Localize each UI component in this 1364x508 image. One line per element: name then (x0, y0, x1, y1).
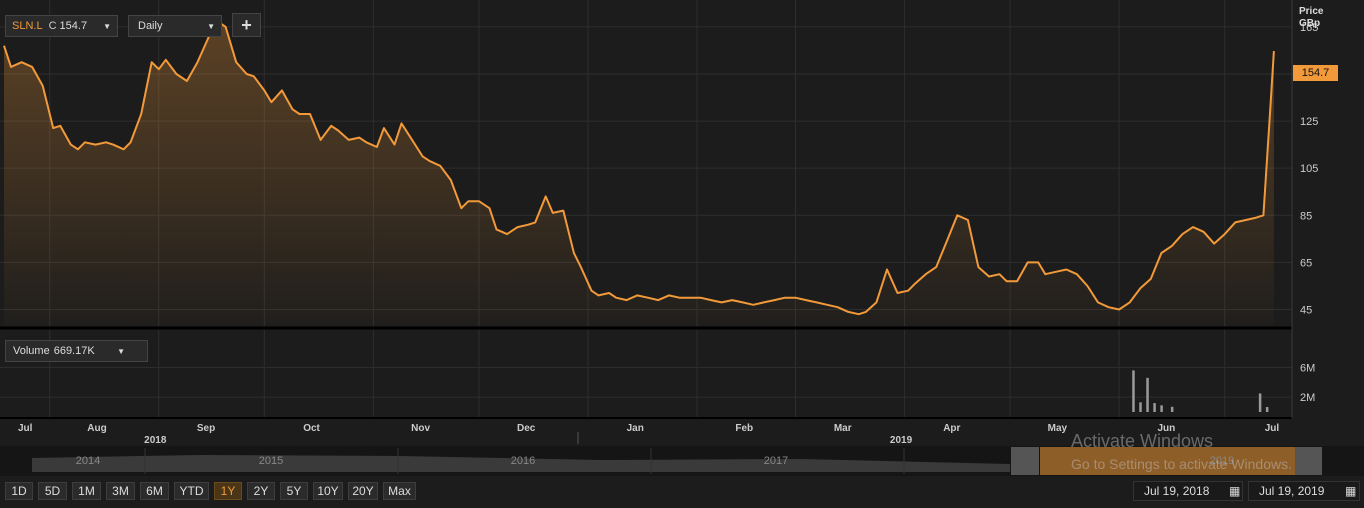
navigator-history-area (32, 455, 1010, 472)
end-date-field[interactable]: Jul 19, 2019 (1248, 481, 1360, 501)
year-tick-label: 2019 (890, 435, 913, 446)
month-tick-label: Feb (735, 423, 753, 434)
month-tick-label: Jul (1265, 423, 1280, 434)
price-tick-label: 165 (1300, 22, 1318, 34)
volume-tick-label: 2M (1300, 392, 1315, 404)
close-value: 154.7 (59, 20, 88, 32)
month-tick-label: Oct (303, 423, 320, 434)
calendar-icon[interactable]: ▦ (1229, 484, 1241, 498)
volume-bar (1170, 406, 1174, 412)
month-tick-label: Sep (197, 423, 215, 434)
month-tick-label: May (1048, 423, 1068, 434)
range-button-1d[interactable]: 1D (5, 482, 33, 500)
range-button-max[interactable]: Max (383, 482, 416, 500)
range-button-20y[interactable]: 20Y (348, 482, 378, 500)
volume-bar (1146, 377, 1149, 412)
plus-icon: + (241, 14, 252, 35)
interval-selector[interactable]: Daily ▼ (128, 15, 222, 37)
month-tick-label: Jun (1158, 423, 1176, 434)
navigator-year-label: 2015 (259, 455, 283, 467)
volume-bar (1258, 393, 1262, 412)
navigator-left-handle[interactable] (1011, 447, 1039, 475)
range-button-5d[interactable]: 5D (38, 482, 67, 500)
navigator-selection[interactable] (1040, 447, 1295, 475)
last-price-tag: 154.7 (1293, 65, 1338, 81)
activate-windows-title: Activate Windows (1071, 431, 1214, 451)
activate-windows-subtitle: Go to Settings to activate Windows. (1071, 456, 1292, 472)
price-axis-unit: GBp (1299, 18, 1321, 29)
month-tick-label: Mar (834, 423, 852, 434)
volume-bar (1153, 403, 1156, 412)
start-date-field[interactable]: Jul 19, 2018 (1133, 481, 1243, 501)
range-button-1m[interactable]: 1M (72, 482, 101, 500)
price-tick-label: 105 (1300, 163, 1318, 175)
range-button-1y[interactable]: 1Y (214, 482, 242, 500)
volume-bar (1160, 405, 1163, 412)
month-tick-label: Aug (87, 423, 106, 434)
last-price-value: 154.7 (1301, 67, 1330, 79)
price-line[interactable] (3, 18, 1275, 316)
price-tick-label: 45 (1300, 305, 1312, 317)
chevron-down-icon: ▼ (103, 21, 111, 31)
volume-bar (1132, 370, 1135, 412)
close-label: C (48, 20, 57, 32)
navigator-year-label: 2014 (76, 455, 100, 467)
volume-value: 669.17K (53, 345, 95, 357)
range-button-6m[interactable]: 6M (140, 482, 169, 500)
volume-tick-label: 6M (1300, 362, 1315, 374)
add-indicator-button[interactable]: + (232, 13, 261, 37)
range-button-2y[interactable]: 2Y (247, 482, 275, 500)
end-date-value: Jul 19, 2019 (1259, 484, 1325, 498)
volume-bar (1265, 407, 1269, 412)
navigator-right-handle[interactable] (1295, 447, 1322, 475)
chevron-down-icon: ▼ (207, 21, 215, 31)
range-button-3m[interactable]: 3M (106, 482, 135, 500)
volume-selector[interactable]: Volume 669.17K ▼ (5, 340, 148, 362)
price-axis-title: Price GBp (1299, 6, 1323, 30)
navigator-year-label: 2017 (764, 455, 788, 467)
symbol-selector[interactable]: SLN.L C 154.7 ▼ (5, 15, 118, 37)
month-tick-label: Dec (517, 423, 536, 434)
month-tick-label: Apr (943, 423, 960, 434)
year-tick-label: 2018 (144, 435, 167, 446)
calendar-icon[interactable]: ▦ (1345, 484, 1357, 498)
navigator-year-label: 2019 (1210, 455, 1234, 467)
price-tick-label: 85 (1300, 210, 1312, 222)
month-tick-label: Jul (18, 423, 33, 434)
range-button-ytd[interactable]: YTD (174, 482, 209, 500)
price-tick-label: 125 (1300, 116, 1318, 128)
volume-bar (1139, 402, 1142, 412)
price-area-fill (4, 19, 1274, 327)
price-axis-title-line1: Price (1299, 6, 1324, 17)
month-tick-label: Jan (627, 423, 644, 434)
chevron-down-icon: ▼ (117, 346, 125, 356)
month-tick-label: Nov (411, 423, 430, 434)
range-button-5y[interactable]: 5Y (280, 482, 308, 500)
symbol-label: SLN.L (12, 20, 43, 32)
start-date-value: Jul 19, 2018 (1144, 484, 1210, 498)
volume-label: Volume (13, 345, 50, 357)
range-button-10y[interactable]: 10Y (313, 482, 343, 500)
interval-label: Daily (138, 20, 163, 32)
navigator-year-label: 2016 (511, 455, 535, 467)
price-tick-label: 65 (1300, 257, 1312, 269)
